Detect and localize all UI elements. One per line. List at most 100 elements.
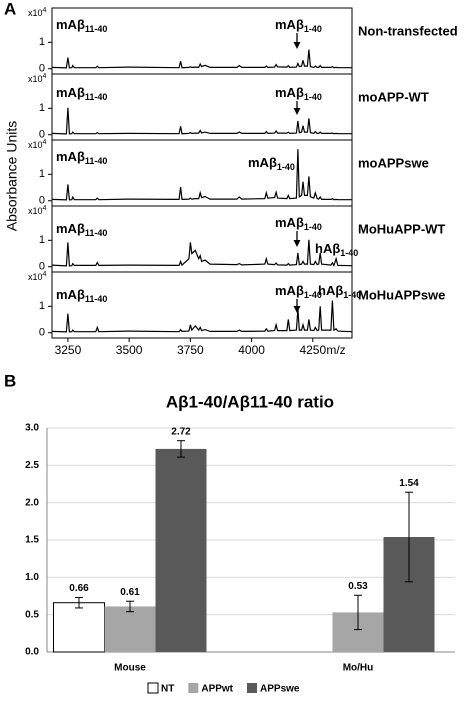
arrow-head: [293, 240, 301, 247]
y-tick-label: 1: [39, 102, 45, 114]
y-tick-label: 0: [39, 63, 45, 75]
annotation-text: mAβ: [56, 287, 85, 302]
annotation-text: mAβ: [275, 215, 304, 230]
y-tick-label: 0: [39, 195, 45, 207]
chart-title: Aβ1-40/Aβ11-40 ratio: [166, 392, 334, 411]
x-tick-label: 4250: [299, 343, 326, 357]
legend-label: NT: [161, 684, 174, 695]
spectrum-line: [51, 49, 352, 69]
x-tick-label: 4000: [238, 343, 265, 357]
multiplier-base: x10: [28, 8, 43, 18]
y-tick-label: 1: [39, 36, 45, 48]
error-bar: [126, 600, 134, 613]
y-tick-label: 1.0: [25, 572, 39, 583]
y-tick-label: 2.5: [25, 460, 39, 471]
annotation-sub: 11-40: [85, 24, 108, 34]
legend-swatch: [247, 683, 258, 693]
y-tick-label: 0: [39, 261, 45, 273]
multiplier-exp: 4: [43, 139, 47, 146]
y-multiplier: x104: [28, 205, 47, 217]
error-bar: [177, 440, 185, 458]
peak-annotation: mAβ11-40: [56, 17, 107, 34]
annotation-sub: 11-40: [85, 92, 108, 102]
multiplier-exp: 4: [43, 73, 47, 80]
annotation-sub: 1-40: [304, 24, 322, 34]
annotation-text: mAβ: [248, 155, 277, 170]
spectrum-line: [51, 107, 352, 135]
arrow-head: [293, 108, 301, 115]
panel-frame: [51, 73, 353, 141]
arrow-head: [293, 306, 301, 313]
value-label: 1.54: [399, 478, 419, 489]
y-tick-label: 3.0: [25, 423, 39, 434]
y-tick-label: 1: [39, 234, 45, 246]
x-tick-label: Mo/Hu: [343, 663, 374, 674]
annotation-sub: 1-40: [304, 92, 322, 102]
x-tick-label: 3250: [55, 343, 82, 357]
series-label: MoHuAPPswe: [358, 287, 445, 302]
spectrum-line: [51, 149, 352, 201]
peak-annotation: mAβ11-40: [56, 85, 107, 102]
x-tick-label: 3500: [116, 343, 143, 357]
y-multiplier: x104: [28, 73, 47, 85]
annotation-text: mAβ: [56, 17, 85, 32]
multiplier-base: x10: [28, 272, 43, 282]
annotation-sub: 1-40: [277, 162, 295, 172]
y-tick-label: 1: [39, 168, 45, 180]
x-tick-label: 3750: [177, 343, 204, 357]
panel-label: B: [4, 371, 16, 390]
y-tick-label: 2.0: [25, 497, 39, 508]
annotation-text: mAβ: [56, 149, 85, 164]
error-bar: [405, 491, 413, 583]
annotation-sub: 1-40: [343, 290, 361, 300]
value-label: 2.72: [171, 426, 191, 437]
y-multiplier: x104: [28, 139, 47, 151]
annotation-text: hAβ: [315, 241, 340, 256]
panel-frame: [51, 139, 353, 207]
spectrum-line: [51, 239, 353, 267]
series-label: moAPPswe: [358, 155, 429, 170]
series-label: moAPP-WT: [358, 89, 429, 104]
legend-label: APPwt: [201, 684, 233, 695]
legend-swatch: [188, 683, 199, 693]
y-tick-label: 1.5: [25, 535, 39, 546]
annotation-text: mAβ: [56, 85, 85, 100]
value-label: 0.61: [120, 587, 140, 598]
panel-label: A: [4, 0, 16, 18]
spectrum-line: [51, 300, 353, 333]
arrow-head: [293, 42, 301, 49]
peak-annotation: mAβ1-40: [275, 283, 322, 300]
annotation-sub: 11-40: [85, 228, 108, 238]
peak-annotation: mAβ1-40: [275, 17, 322, 34]
peak-annotation: mAβ1-40: [275, 215, 322, 232]
multiplier-exp: 4: [43, 205, 47, 212]
error-bar: [75, 596, 83, 609]
y-tick-label: 0.5: [25, 609, 39, 620]
annotation-text: mAβ: [56, 221, 85, 236]
bar: [155, 448, 207, 652]
y-tick-label: 1: [39, 300, 45, 312]
annotation-sub: 1-40: [304, 222, 322, 232]
multiplier-base: x10: [28, 206, 43, 216]
annotation-sub: 11-40: [85, 156, 108, 166]
annotation-sub: 11-40: [85, 294, 108, 304]
annotation-text: mAβ: [275, 17, 304, 32]
annotation-sub: 1-40: [304, 290, 322, 300]
peak-annotation: hAβ1-40: [315, 241, 358, 258]
peak-annotation: mAβ1-40: [248, 155, 295, 172]
x-tick-label: Mouse: [114, 663, 146, 674]
x-axis-label: m/z: [326, 343, 345, 357]
peak-annotation: mAβ11-40: [56, 221, 107, 238]
peak-annotation: mAβ1-40: [275, 85, 322, 102]
bar: [104, 606, 156, 652]
y-multiplier: x104: [28, 7, 47, 19]
panel-frame: [51, 271, 353, 339]
error-bar: [354, 594, 362, 631]
multiplier-base: x10: [28, 74, 43, 84]
multiplier-exp: 4: [43, 7, 47, 14]
legend-swatch: [147, 682, 159, 694]
peak-annotation: mAβ11-40: [56, 287, 107, 304]
bar: [53, 602, 105, 653]
y-tick-label: 0: [39, 327, 45, 339]
